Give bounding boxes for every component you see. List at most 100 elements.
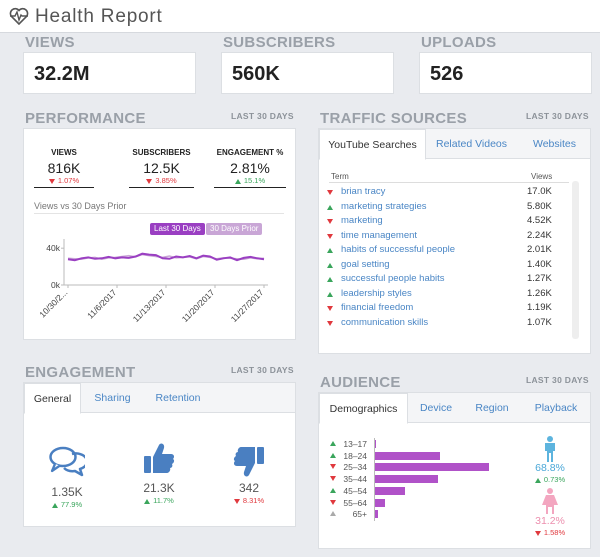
up-arrow-icon — [144, 498, 151, 504]
tab-youtube-searches[interactable]: YouTube Searches — [319, 129, 426, 160]
table-row[interactable]: financial freedom 1.19K — [327, 302, 568, 316]
term-link[interactable]: goal setting — [341, 258, 390, 270]
divider — [34, 213, 284, 214]
table-row[interactable]: brian tracy 17.0K — [327, 186, 568, 200]
age-label: 13–17 — [343, 439, 367, 449]
up-arrow-icon — [327, 204, 333, 210]
table-row[interactable]: successful people habits 1.27K — [327, 273, 568, 287]
app-title: Health Report — [35, 6, 163, 27]
table-row[interactable]: goal setting 1.40K — [327, 258, 568, 273]
heart-pulse-icon — [9, 7, 29, 25]
tab-playback[interactable]: Playback — [534, 402, 578, 414]
male-icon — [545, 436, 555, 462]
kpi-label-subscribers: SUBSCRIBERS — [223, 34, 336, 51]
table-row[interactable]: habits of successful people 2.01K — [327, 244, 568, 258]
term-link[interactable]: successful people habits — [341, 273, 445, 284]
female-icon — [542, 488, 558, 514]
table-row[interactable]: marketing 4.52K — [327, 215, 568, 229]
series-line[interactable] — [67, 252, 265, 262]
male-change: 0.73% — [524, 475, 576, 484]
tab-retention[interactable]: Retention — [155, 392, 201, 404]
age-label: 55–64 — [343, 497, 367, 508]
kpi-label-uploads: UPLOADS — [421, 34, 497, 51]
term-views: 1.19K — [527, 302, 552, 313]
tab-demographics[interactable]: Demographics — [319, 393, 408, 424]
dislikes-value: 342 — [238, 481, 260, 495]
x-tick-label: 11/27/2017 — [229, 287, 266, 324]
age-bar[interactable] — [375, 510, 379, 519]
neutral-arrow-icon — [330, 511, 336, 517]
tab-sharing[interactable]: Sharing — [94, 392, 131, 404]
age-bar[interactable] — [375, 463, 490, 472]
age-label: 35–44 — [343, 474, 367, 485]
tab-related-videos[interactable]: Related Videos — [435, 138, 508, 150]
legend-30-days-prior[interactable]: 30 Days Prior — [206, 223, 263, 235]
term-link[interactable]: marketing strategies — [341, 200, 427, 212]
term-link[interactable]: habits of successful people — [341, 244, 456, 255]
down-arrow-icon — [327, 233, 333, 239]
x-tick-label: 11/6/2017 — [85, 287, 119, 321]
male-pct: 68.8% — [535, 462, 565, 474]
age-label: 45–54 — [343, 485, 367, 496]
x-tick-label: 11/13/2017 — [131, 287, 168, 324]
age-bar[interactable] — [375, 440, 376, 448]
top-bar: Health Report — [0, 0, 600, 33]
metric-underline — [214, 187, 286, 188]
age-bar[interactable] — [375, 498, 385, 507]
female-change: 1.58% — [524, 528, 576, 537]
up-arrow-icon — [330, 441, 336, 446]
header-divider — [329, 182, 569, 183]
up-arrow-icon — [327, 262, 333, 268]
table-row[interactable]: marketing strategies 5.80K — [327, 200, 568, 215]
down-arrow-icon — [330, 476, 336, 482]
metric-value-views: 816K — [47, 160, 81, 176]
y-tick-label: 0k — [51, 280, 61, 290]
down-arrow-icon — [327, 306, 333, 311]
engagement-card: General Sharing Retention 1.35K 77.9% 21… — [23, 382, 296, 527]
term-views: 2.01K — [527, 244, 552, 255]
table-row[interactable]: time management 2.24K — [327, 229, 568, 244]
likes-value: 21.3K — [143, 481, 175, 495]
metric-label-views: VIEWS — [51, 148, 77, 157]
age-bar[interactable] — [375, 475, 439, 484]
up-arrow-icon — [534, 477, 541, 483]
thumbs-down-icon — [233, 447, 264, 477]
up-arrow-icon — [234, 178, 241, 184]
age-bar[interactable] — [375, 486, 406, 495]
audience-tabs: Demographics Device Region Playback — [319, 393, 590, 424]
tab-general[interactable]: General — [24, 383, 81, 414]
thumbs-up-icon — [144, 443, 175, 473]
term-link[interactable]: brian tracy — [341, 186, 386, 197]
up-arrow-icon — [51, 502, 58, 508]
metric-value-subscribers: 12.5K — [143, 160, 180, 176]
tab-websites[interactable]: Websites — [533, 138, 576, 150]
audience-card: Demographics Device Region Playback 13–1… — [318, 392, 591, 549]
tab-region[interactable]: Region — [475, 402, 509, 414]
term-link[interactable]: marketing — [341, 215, 383, 226]
term-link[interactable]: time management — [341, 229, 418, 241]
age-bar[interactable] — [375, 451, 441, 460]
tab-device[interactable]: Device — [419, 402, 453, 414]
metric-change-engagement: 15.1% — [210, 176, 290, 185]
col-term-header[interactable]: Term — [331, 172, 349, 181]
term-link[interactable]: financial freedom — [341, 302, 414, 313]
table-row[interactable]: communication skills 1.07K — [327, 316, 568, 331]
col-views-header[interactable]: Views — [531, 172, 553, 181]
metric-value-engagement: 2.81% — [230, 160, 270, 176]
term-link[interactable]: communication skills — [341, 316, 429, 328]
kpi-label-views: VIEWS — [25, 34, 75, 51]
term-link[interactable]: leadership styles — [341, 287, 412, 299]
traffic-card: YouTube Searches Related Videos Websites… — [318, 128, 591, 354]
term-views: 1.07K — [527, 316, 552, 328]
metric-underline — [129, 187, 194, 188]
term-views: 1.27K — [527, 273, 552, 284]
comments-change: 77.9% — [37, 500, 97, 509]
engagement-tabs: General Sharing Retention — [24, 383, 295, 414]
legend-last-30-days[interactable]: Last 30 Days — [150, 223, 205, 235]
metric-change-subscribers: 3.85% — [124, 176, 199, 185]
table-row[interactable]: leadership styles 1.26K — [327, 287, 568, 302]
scrollbar[interactable] — [572, 181, 579, 339]
down-arrow-icon — [327, 190, 333, 195]
traffic-title: TRAFFIC SOURCES — [320, 110, 467, 127]
kpi-value-views: 32.2M — [23, 52, 196, 94]
